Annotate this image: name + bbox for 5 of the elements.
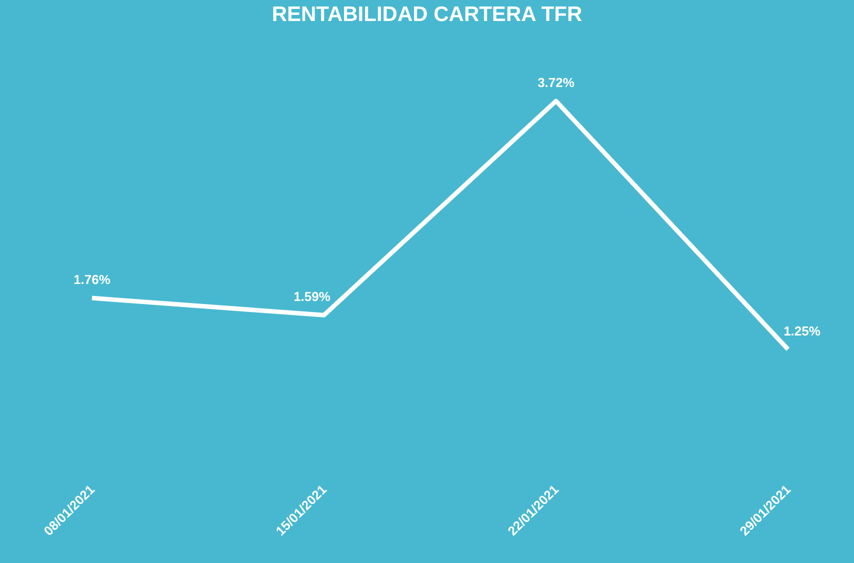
data-label: 1.25%: [784, 323, 821, 338]
data-label: 3.72%: [538, 75, 575, 90]
chart-title: RENTABILIDAD CARTERA TFR: [272, 3, 582, 26]
data-label: 1.76%: [74, 272, 111, 288]
data-label: 1.59%: [294, 289, 331, 304]
